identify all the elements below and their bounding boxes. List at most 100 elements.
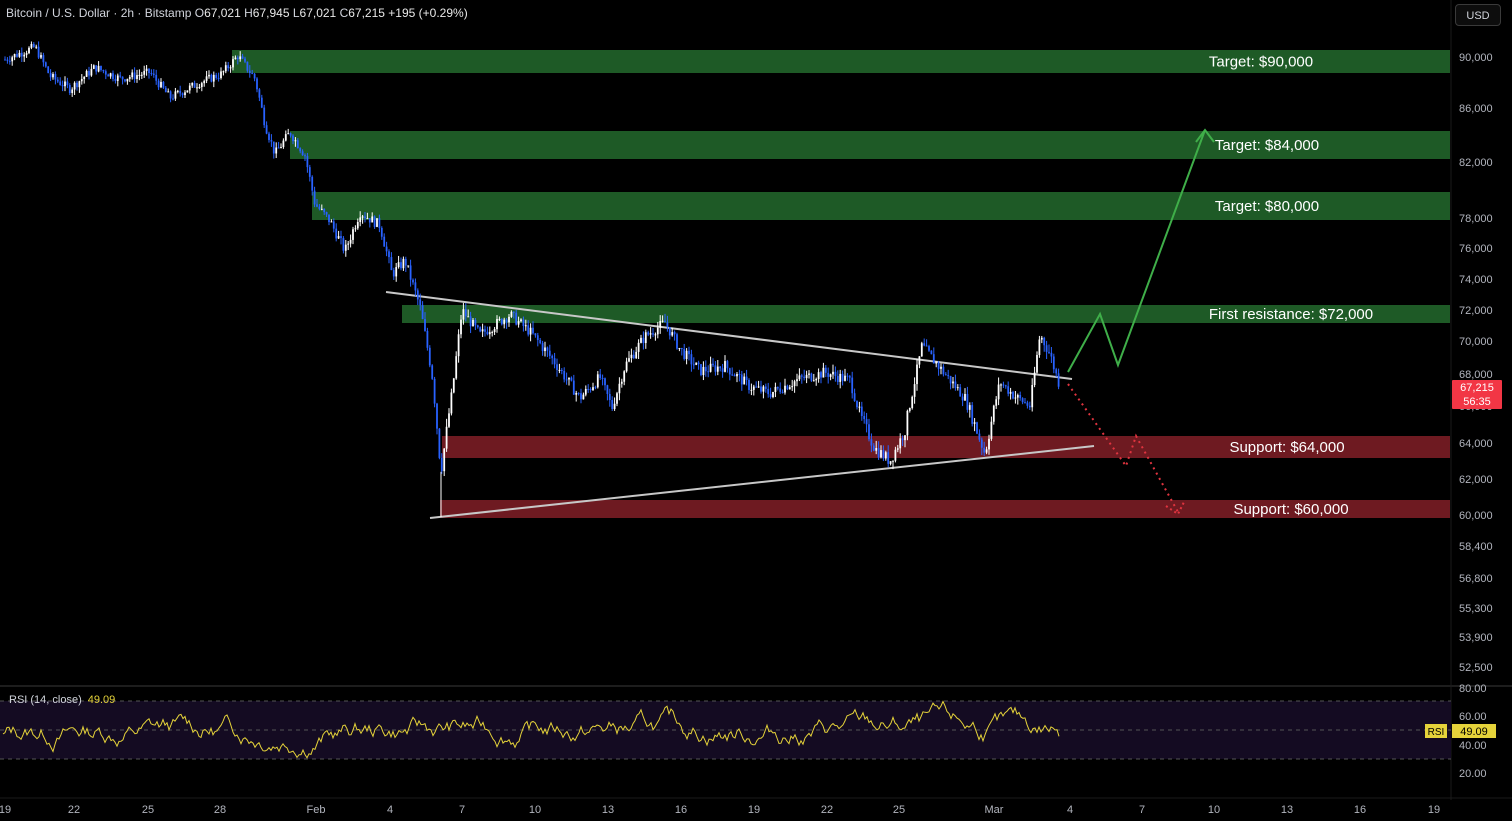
candle-body [28,47,30,54]
candle-body [198,87,201,89]
candle-body [976,422,978,434]
candle-body [472,319,474,327]
candle-body [503,319,506,325]
candle-body [184,92,186,96]
candle-body [606,385,609,394]
price-tick: 55,300 [1459,603,1493,615]
candle-body [263,107,266,126]
candle-body [973,422,976,424]
candle-body [174,91,177,99]
candle-body [61,84,64,87]
candle-body [949,375,952,384]
rsi-tick: 20.00 [1459,768,1487,780]
candle-body [229,67,232,69]
candle-body [815,379,818,381]
candle-body [908,408,911,411]
candle-body [1004,385,1007,387]
upper-trendline [385,291,1073,380]
candle-body [1043,337,1046,346]
candle-body [661,320,664,322]
candle-body [220,71,222,78]
candle-body [1014,397,1017,399]
candle-body [740,374,743,385]
candle-body [373,216,376,227]
time-tick: 16 [1354,804,1366,816]
candle-body [512,311,515,313]
candle-body [632,354,635,359]
candle-body [820,372,822,378]
price-tick: 62,000 [1459,474,1493,486]
candle-body [440,457,443,472]
candle-body [1007,386,1010,394]
candle-body [707,371,710,373]
candle-body [68,85,71,93]
bearish-projection-arrow [1067,383,1179,513]
candle-body [397,262,400,268]
candle-body [844,375,846,381]
candle-body [18,52,21,57]
candle-body [496,319,498,330]
candle-body [13,54,16,58]
candle-body [620,381,623,384]
candle-body [11,57,14,62]
candle-body [937,362,940,369]
candle-body [172,98,174,100]
candle-body [546,347,549,351]
candle-body [961,396,964,401]
candle-body [805,374,808,379]
candle-body [659,321,662,328]
zone-resistance-3 [402,305,1450,323]
zone-label-1: Target: $84,000 [1215,137,1319,154]
time-tick: 19 [0,804,11,816]
candle-body [83,76,86,80]
candle-body [104,71,107,75]
candle-body [371,216,374,223]
candle-body [786,385,789,390]
candle-body [671,332,674,336]
candle-body [114,78,117,81]
candle-body [289,133,292,136]
candle-body [983,447,986,453]
candle-body [635,351,638,359]
candle-body [157,80,160,88]
candle-body [608,393,611,401]
candle-body [282,140,285,148]
candle-body [997,384,1000,400]
candle-body [860,406,863,417]
candle-body [1012,391,1014,399]
candle-body [457,334,460,357]
candle-body [884,452,887,459]
price-tick: 90,000 [1459,52,1493,64]
candle-body [808,373,810,375]
candle-body [690,354,693,365]
candle-body [956,387,959,389]
candle-body [520,319,522,322]
candle-body [728,368,731,375]
candle-body [618,383,621,394]
rsi-legend: RSI (14, close) 49.09 [9,694,115,706]
time-tick: 25 [893,804,905,816]
candle-body [37,46,40,58]
candle-body [337,236,340,239]
candle-body [376,218,378,227]
candle-body [205,76,208,81]
candle-body [400,262,402,269]
candle-body [743,376,746,385]
time-tick: 4 [1067,804,1073,816]
candle-body [275,147,278,154]
candle-body [925,345,928,347]
candle-body [145,68,148,71]
candle-body [448,413,450,427]
candle-body [128,77,131,79]
zone-support-5 [440,500,1450,518]
candle-body [239,56,242,60]
rsi-tick: 40.00 [1459,740,1487,752]
candle-body [318,206,321,209]
candle-body [637,342,640,352]
candle-body [829,374,832,377]
candle-body [839,373,842,382]
currency-button[interactable]: USD [1455,4,1501,26]
rsi-line [2,700,1060,759]
candle-body [628,358,630,362]
